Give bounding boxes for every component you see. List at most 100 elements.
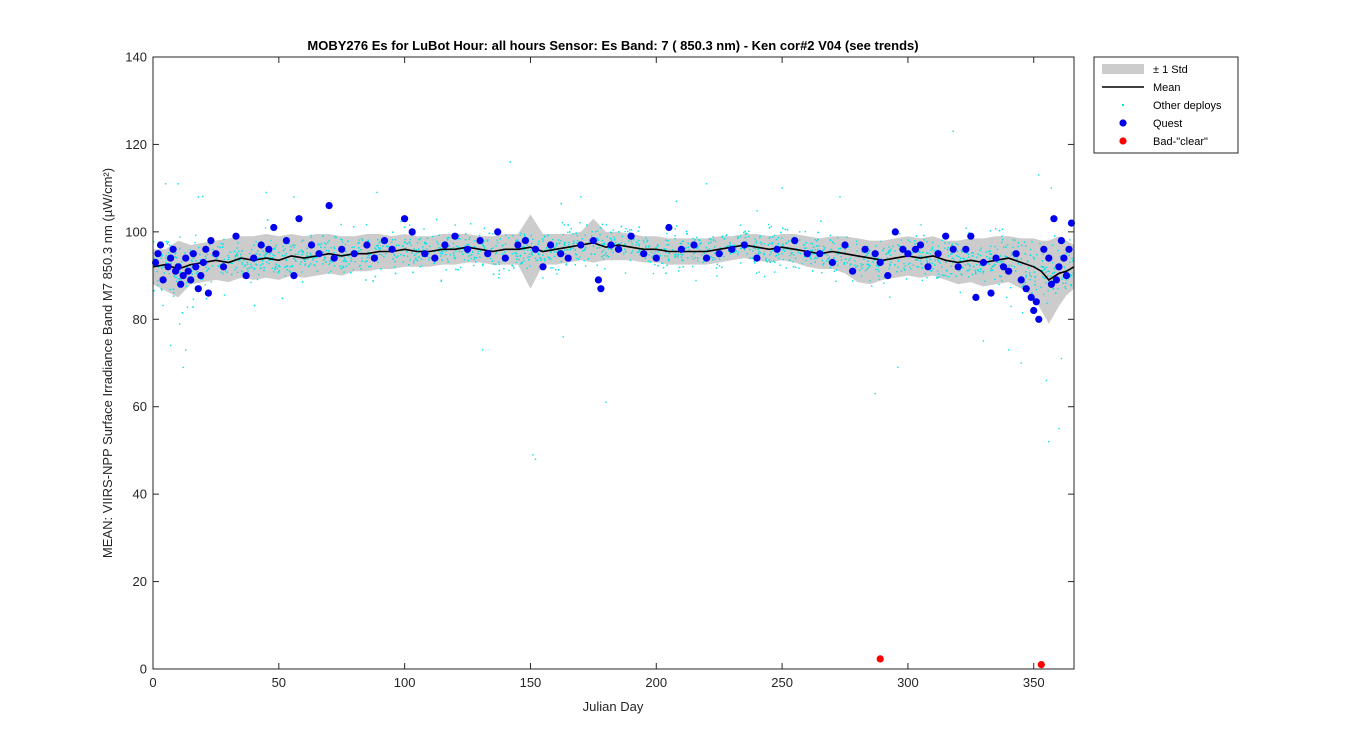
other-deploys-point (803, 247, 805, 249)
other-deploys-point (756, 210, 758, 212)
other-deploys-point (301, 281, 304, 283)
other-deploys-point (282, 250, 285, 252)
other-deploys-point (368, 254, 370, 257)
other-deploys-point (592, 245, 595, 248)
other-deploys-point (783, 248, 785, 250)
other-deploys-point (781, 237, 783, 239)
other-deploys-point (211, 254, 214, 257)
other-deploys-point (833, 242, 835, 245)
other-deploys-point (702, 261, 704, 264)
other-deploys-point (304, 260, 306, 262)
other-deploys-point (755, 242, 757, 244)
other-deploys-point (547, 248, 550, 251)
other-deploys-point (436, 241, 438, 243)
other-deploys-point (166, 243, 168, 245)
quest-point (463, 245, 472, 253)
other-deploys-point (361, 260, 363, 262)
other-deploys-point (921, 256, 923, 258)
other-deploys-point (613, 236, 615, 238)
other-deploys-point (285, 266, 287, 268)
other-deploys-point (638, 244, 640, 247)
other-deploys-point (1033, 258, 1035, 260)
other-deploys-point (782, 249, 784, 251)
other-deploys-point (1013, 256, 1015, 258)
other-deploys-point (883, 247, 885, 250)
other-deploys-point (1029, 272, 1031, 274)
quest-point (547, 241, 555, 249)
y-tick-label: 40 (133, 487, 147, 502)
other-deploys-point (1059, 255, 1061, 258)
other-deploys-point (427, 252, 430, 255)
other-deploys-point (574, 253, 577, 255)
other-deploys-point (910, 268, 912, 270)
other-deploys-point (358, 242, 360, 244)
other-deploys-point (426, 248, 428, 250)
quest-point (962, 245, 970, 253)
other-deploys-point (911, 248, 913, 251)
other-deploys-point (976, 256, 978, 258)
other-deploys-point (974, 269, 977, 272)
other-deploys-point (377, 261, 379, 263)
other-deploys-point (630, 229, 633, 231)
other-deploys-point (273, 255, 275, 257)
other-deploys-point (195, 272, 197, 275)
other-deploys-point (249, 252, 251, 255)
other-deploys-point (723, 238, 726, 240)
other-deploys-point (454, 256, 456, 258)
other-deploys-point (768, 227, 771, 229)
y-tick-label: 80 (133, 312, 147, 327)
quest-point (257, 241, 265, 249)
other-deploys-point (406, 251, 408, 253)
other-deploys-point (585, 246, 587, 249)
other-deploys-point (934, 264, 936, 266)
other-deploys-point (387, 245, 390, 247)
other-deploys-point (558, 269, 560, 271)
other-deploys-point (701, 254, 703, 256)
other-deploys-point (275, 263, 277, 265)
other-deploys-point (524, 235, 526, 237)
other-deploys-point (555, 245, 558, 247)
other-deploys-point (775, 238, 777, 241)
quest-point (219, 263, 228, 271)
other-deploys-point (222, 262, 224, 264)
other-deploys-point (751, 257, 754, 259)
other-deploys-point (544, 236, 546, 238)
other-deploys-point (366, 260, 368, 262)
other-deploys-point (492, 247, 494, 249)
other-deploys-point (347, 240, 349, 242)
other-deploys-point (601, 239, 604, 242)
other-deploys-point (890, 248, 892, 250)
quest-point (861, 245, 869, 253)
other-deploys-point (340, 267, 343, 269)
other-deploys-point (209, 243, 211, 246)
other-deploys-point (333, 251, 335, 254)
other-deploys-point (475, 261, 477, 263)
other-deploys-point (454, 224, 456, 226)
other-deploys-point (424, 241, 426, 243)
other-deploys-point (726, 245, 728, 247)
other-deploys-point (732, 244, 734, 247)
other-deploys-point (550, 251, 552, 253)
other-deploys-point (393, 266, 396, 268)
other-deploys-point (889, 249, 891, 252)
other-deploys-point (523, 257, 525, 259)
other-deploys-point (339, 265, 341, 267)
other-deploys-point (241, 270, 243, 272)
other-deploys-point (665, 239, 667, 241)
other-deploys-point (1052, 288, 1054, 290)
other-deploys-point (353, 246, 355, 248)
other-deploys-point (926, 241, 928, 243)
other-deploys-point (729, 242, 731, 244)
other-deploys-point (677, 254, 679, 257)
other-deploys-point (286, 269, 288, 271)
other-deploys-point (161, 289, 163, 291)
other-deploys-point (301, 250, 303, 252)
other-deploys-point (1011, 254, 1013, 256)
other-deploys-point (1034, 280, 1036, 282)
other-deploys-point (192, 298, 195, 300)
other-deploys-point (415, 257, 417, 259)
other-deploys-point (539, 257, 541, 259)
other-deploys-point (256, 278, 259, 281)
other-deploys-point (894, 264, 896, 266)
quest-point (315, 250, 323, 258)
